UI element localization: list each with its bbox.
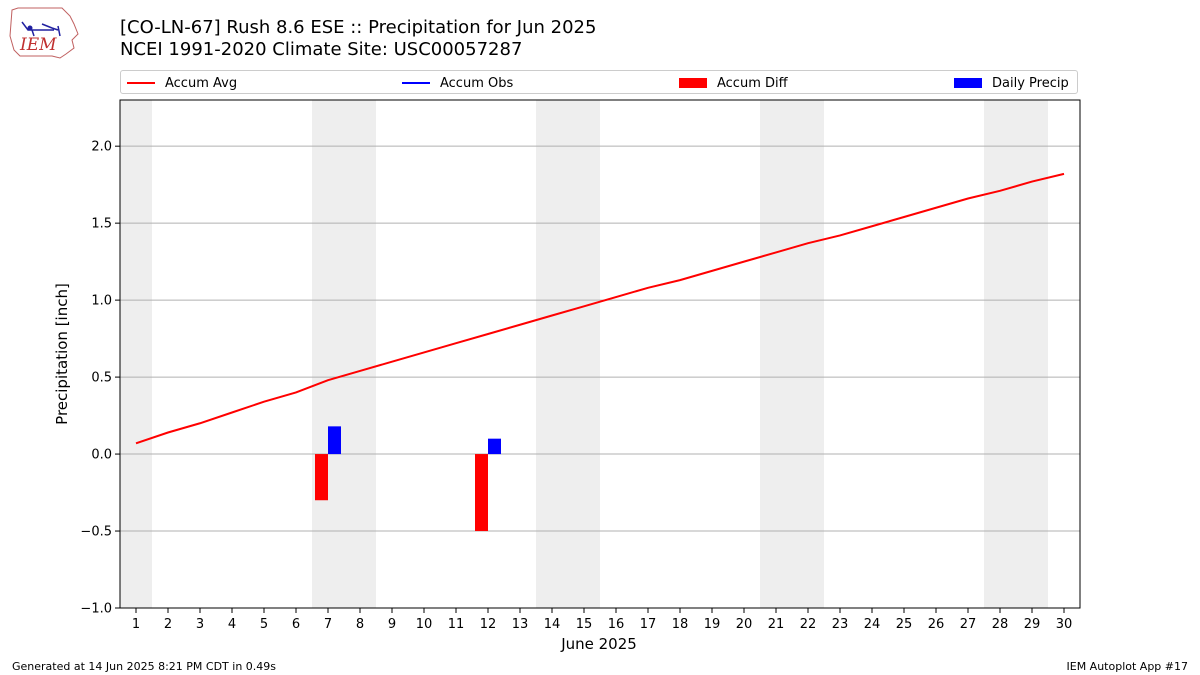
x-tick-label: 8 — [356, 617, 364, 632]
x-tick-label: 5 — [260, 617, 268, 632]
weekend-shade — [344, 100, 376, 608]
iem-logo: IEM — [9, 7, 79, 59]
x-tick-label: 18 — [672, 617, 689, 632]
daily-precip-bar — [328, 426, 341, 455]
x-tick-label: 9 — [388, 617, 396, 632]
x-tick-label: 17 — [640, 617, 657, 632]
weekend-shade — [120, 100, 152, 608]
x-tick-label: 10 — [416, 617, 433, 632]
weekend-shade — [760, 100, 792, 608]
x-tick-label: 20 — [736, 617, 753, 632]
x-tick-label: 28 — [992, 617, 1009, 632]
x-tick-label: 11 — [448, 617, 465, 632]
x-tick-label: 15 — [576, 617, 593, 632]
weekend-shade — [568, 100, 600, 608]
app-footer: IEM Autoplot App #17 — [1066, 660, 1189, 673]
legend-swatch-accum-obs — [402, 82, 430, 84]
x-tick-label: 27 — [960, 617, 977, 632]
x-tick-label: 26 — [928, 617, 945, 632]
x-tick-label: 4 — [228, 617, 236, 632]
weekend-shade — [792, 100, 824, 608]
y-tick-label: 0.5 — [91, 371, 112, 386]
weekend-shade — [984, 100, 1016, 608]
x-tick-label: 30 — [1056, 617, 1073, 632]
title-line-1: [CO-LN-67] Rush 8.6 ESE :: Precipitation… — [120, 17, 597, 38]
x-tick-label: 13 — [512, 617, 529, 632]
svg-text:IEM: IEM — [19, 35, 57, 55]
chart-title: [CO-LN-67] Rush 8.6 ESE :: Precipitation… — [120, 17, 596, 61]
x-tick-label: 24 — [864, 617, 881, 632]
daily-precip-bar — [488, 438, 501, 455]
x-tick-label: 19 — [704, 617, 721, 632]
x-tick-label: 22 — [800, 617, 817, 632]
legend-item-accum-obs: Accum Obs — [402, 74, 513, 92]
plot-frame — [119, 99, 1081, 609]
x-tick-label: 29 — [1024, 617, 1041, 632]
x-tick-label: 23 — [832, 617, 849, 632]
legend: Accum Avg Accum Obs Accum Diff Daily Pre… — [120, 70, 1078, 94]
accum-diff-bar — [315, 454, 328, 501]
weekend-shade — [1016, 100, 1048, 608]
y-tick-label: 1.5 — [91, 217, 112, 232]
weekend-shade — [312, 100, 344, 608]
x-axis-label: June 2025 — [561, 635, 637, 653]
x-tick-label: 3 — [196, 617, 204, 632]
legend-swatch-daily-precip — [954, 78, 982, 88]
y-tick-label: −0.5 — [80, 525, 112, 540]
legend-label: Daily Precip — [992, 75, 1069, 91]
title-line-2: NCEI 1991-2020 Climate Site: USC00057287 — [120, 39, 523, 60]
generated-footer: Generated at 14 Jun 2025 8:21 PM CDT in … — [12, 660, 277, 673]
y-axis-label: Precipitation [inch] — [53, 283, 71, 425]
legend-item-daily-precip: Daily Precip — [954, 74, 1069, 92]
legend-item-accum-diff: Accum Diff — [679, 74, 788, 92]
accum-avg-line — [135, 172, 1065, 445]
x-tick-label: 2 — [164, 617, 172, 632]
legend-swatch-accum-diff — [679, 78, 707, 88]
accum-diff-bar — [475, 454, 488, 532]
y-tick-label: 1.0 — [91, 294, 112, 309]
weekend-shade — [536, 100, 568, 608]
legend-label: Accum Diff — [717, 75, 788, 91]
legend-swatch-accum-avg — [127, 82, 155, 84]
legend-item-accum-avg: Accum Avg — [127, 74, 237, 92]
y-tick-label: 2.0 — [91, 140, 112, 155]
y-tick-label: −1.0 — [80, 602, 112, 617]
y-tick-label: 0.0 — [91, 448, 112, 463]
x-tick-label: 25 — [896, 617, 913, 632]
x-tick-label: 21 — [768, 617, 785, 632]
x-tick-label: 1 — [132, 617, 140, 632]
legend-label: Accum Obs — [440, 75, 514, 91]
x-tick-label: 6 — [292, 617, 300, 632]
x-tick-label: 14 — [544, 617, 561, 632]
x-tick-label: 12 — [480, 617, 497, 632]
x-tick-label: 7 — [324, 617, 332, 632]
legend-label: Accum Avg — [165, 75, 238, 91]
x-tick-label: 16 — [608, 617, 625, 632]
